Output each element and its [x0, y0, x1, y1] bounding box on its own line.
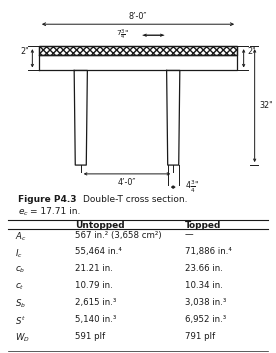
Text: 10.79 in.: 10.79 in.: [75, 281, 113, 290]
Text: = 17.71 in.: = 17.71 in.: [30, 207, 80, 216]
Text: $e_c$: $e_c$: [18, 207, 29, 217]
Bar: [39, 46, 237, 55]
Text: Figure P4.3: Figure P4.3: [18, 195, 76, 204]
Text: —: —: [185, 231, 194, 240]
Text: 2,615 in.³: 2,615 in.³: [75, 298, 116, 307]
Text: 567 in.² (3,658 cm²): 567 in.² (3,658 cm²): [75, 231, 162, 240]
Text: $c_b$: $c_b$: [15, 264, 25, 275]
Text: $A_c$: $A_c$: [15, 231, 26, 243]
Text: 591 plf: 591 plf: [75, 332, 105, 341]
Text: Topped: Topped: [185, 221, 221, 230]
Text: 3,038 in.³: 3,038 in.³: [185, 298, 226, 307]
Text: 6,952 in.³: 6,952 in.³: [185, 315, 226, 324]
Text: $W_D$: $W_D$: [15, 332, 30, 344]
Text: $S^t$: $S^t$: [15, 315, 26, 327]
Text: 23.66 in.: 23.66 in.: [185, 264, 223, 273]
Text: 55,464 in.⁴: 55,464 in.⁴: [75, 247, 122, 256]
Text: Double-T cross section.: Double-T cross section.: [83, 195, 187, 204]
Text: $I_c$: $I_c$: [15, 247, 23, 260]
Text: $4\frac{3}{4}$": $4\frac{3}{4}$": [185, 179, 200, 195]
Text: Untopped: Untopped: [75, 221, 125, 230]
Text: $c_t$: $c_t$: [15, 281, 24, 292]
Text: 71,886 in.⁴: 71,886 in.⁴: [185, 247, 232, 256]
Text: 4’-0″: 4’-0″: [118, 178, 136, 187]
Text: $S_b$: $S_b$: [15, 298, 26, 310]
Polygon shape: [74, 71, 87, 165]
Text: 32": 32": [259, 101, 273, 110]
Text: $7\frac{3}{4}$": $7\frac{3}{4}$": [116, 28, 129, 42]
Polygon shape: [167, 71, 180, 165]
Text: 10.34 in.: 10.34 in.: [185, 281, 223, 290]
Text: 8’-0″: 8’-0″: [129, 12, 147, 21]
Text: 791 plf: 791 plf: [185, 332, 215, 341]
Text: 5,140 in.³: 5,140 in.³: [75, 315, 116, 324]
Text: 2": 2": [20, 47, 29, 56]
Text: 2": 2": [247, 47, 256, 56]
Text: 21.21 in.: 21.21 in.: [75, 264, 113, 273]
